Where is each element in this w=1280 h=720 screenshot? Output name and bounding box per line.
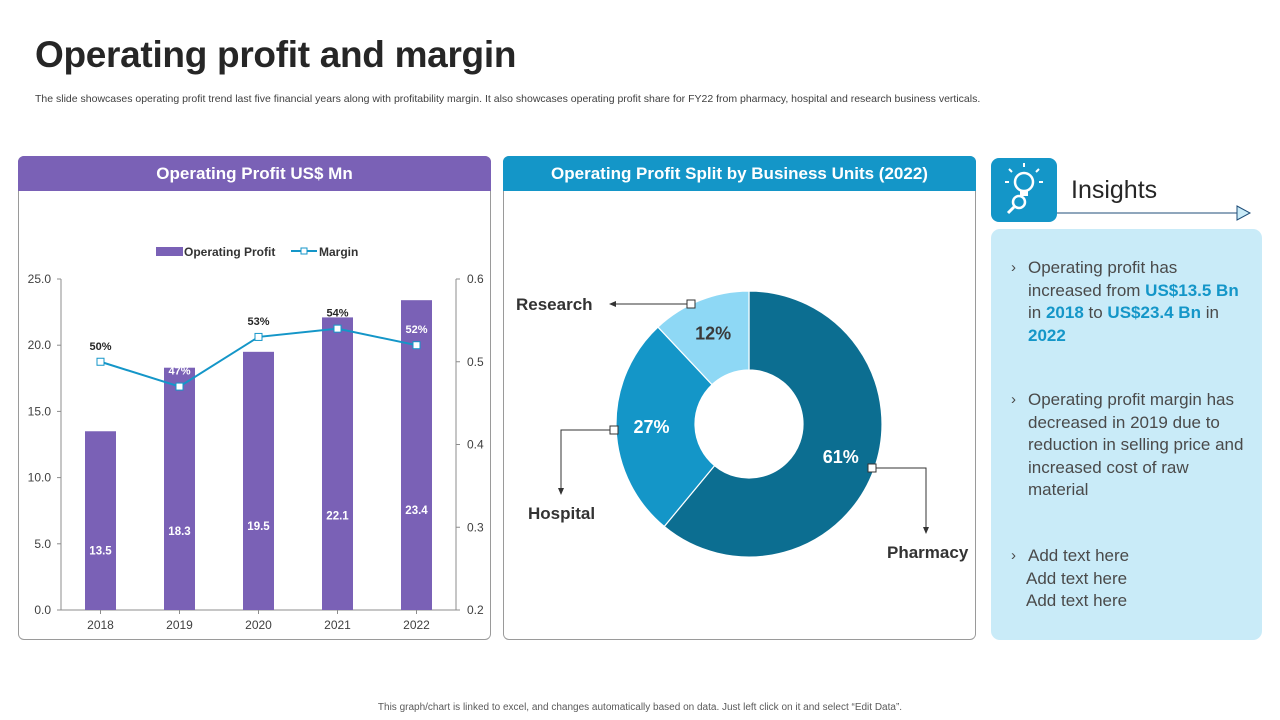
insights-icon-box bbox=[991, 158, 1057, 222]
legend-operating-profit: Operating Profit bbox=[184, 245, 275, 259]
callout-pharmacy-marker bbox=[867, 463, 877, 473]
insights-title: Insights bbox=[1071, 176, 1158, 204]
insights-panel: › Operating profit has increased from US… bbox=[991, 229, 1262, 640]
bar-value-label: 13.5 bbox=[89, 546, 112, 558]
bar-2019[interactable] bbox=[164, 367, 195, 610]
y2-tick-label: 0.3 bbox=[467, 520, 484, 534]
insight-text-3b: Add text here bbox=[1026, 568, 1128, 588]
insight-text-2: Operating profit margin has decreased in… bbox=[1028, 390, 1244, 499]
insight-text-3: Add text here bbox=[1028, 546, 1130, 565]
bar-value-label: 18.3 bbox=[168, 526, 190, 538]
bar-2022[interactable] bbox=[401, 300, 432, 610]
y2-tick-label: 0.6 bbox=[467, 272, 484, 286]
slice-label-pharmacy: 61% bbox=[823, 447, 859, 467]
insight-text-3c: Add text here bbox=[1026, 591, 1128, 610]
callout-research-arrow bbox=[609, 301, 616, 307]
x-tick-label: 2018 bbox=[87, 618, 114, 632]
page-title: Operating profit and margin bbox=[35, 34, 517, 75]
y-tick-label: 10.0 bbox=[28, 471, 52, 485]
callout-pharmacy-line bbox=[872, 467, 927, 528]
slice-label-hospital: 27% bbox=[634, 417, 670, 437]
y-tick-label: 15.0 bbox=[28, 404, 52, 418]
business-split-donut[interactable]: 61% 27% 12% Research Hospital Pharmacy bbox=[504, 157, 977, 641]
bar-2020[interactable] bbox=[243, 351, 274, 610]
callout-pharmacy-arrow bbox=[923, 527, 929, 534]
y-tick-label: 5.0 bbox=[34, 537, 51, 551]
legend-bar-swatch bbox=[156, 247, 183, 256]
callout-hospital-marker bbox=[609, 425, 619, 435]
chevron-right-icon: › bbox=[1011, 547, 1016, 564]
callout-research-marker bbox=[686, 299, 696, 309]
business-split-panel-title: Operating Profit Split by Business Units… bbox=[503, 156, 976, 191]
operating-profit-panel-title: Operating Profit US$ Mn bbox=[18, 156, 491, 191]
y2-tick-label: 0.5 bbox=[467, 355, 484, 369]
insight-item-3: › Add text here Add text here Add text h… bbox=[1011, 545, 1251, 613]
bar-2018[interactable] bbox=[85, 431, 116, 610]
bar-value-label: 22.1 bbox=[326, 510, 349, 522]
y2-tick-label: 0.4 bbox=[467, 438, 484, 452]
margin-label: 52% bbox=[405, 324, 427, 336]
operating-profit-panel: Operating Profit US$ Mn Operating Profit… bbox=[18, 156, 491, 640]
y-tick-label: 20.0 bbox=[28, 338, 52, 352]
insight-item-2: › Operating profit margin has decreased … bbox=[1011, 389, 1251, 502]
business-split-panel: Operating Profit Split by Business Units… bbox=[503, 156, 976, 640]
bar-value-label: 19.5 bbox=[247, 521, 270, 533]
slice-hospital[interactable] bbox=[615, 326, 716, 528]
chevron-right-icon: › bbox=[1011, 391, 1016, 408]
footnote: This graph/chart is linked to excel, and… bbox=[377, 702, 903, 713]
insights-underline-arrow bbox=[1057, 205, 1252, 221]
chevron-right-icon: › bbox=[1011, 259, 1016, 276]
margin-label: 53% bbox=[247, 316, 269, 328]
bar-2021[interactable] bbox=[322, 317, 353, 610]
y2-tick-label: 0.2 bbox=[467, 603, 484, 617]
callout-hospital-line bbox=[560, 429, 614, 489]
slice-research[interactable] bbox=[657, 290, 750, 386]
margin-point-2020[interactable] bbox=[254, 332, 263, 341]
y-tick-label: 25.0 bbox=[28, 272, 52, 286]
callout-hospital-arrow bbox=[558, 488, 564, 495]
x-tick-label: 2019 bbox=[166, 618, 193, 632]
legend-line-marker bbox=[300, 247, 308, 255]
x-tick-label: 2022 bbox=[403, 618, 430, 632]
margin-point-2022[interactable] bbox=[412, 341, 421, 350]
callout-pharmacy-label: Pharmacy bbox=[887, 543, 969, 562]
insight-text-1: Operating profit has increased from US$1… bbox=[1028, 258, 1239, 345]
x-tick-label: 2021 bbox=[324, 618, 351, 632]
margin-label: 47% bbox=[168, 366, 190, 378]
margin-point-2018[interactable] bbox=[96, 357, 105, 366]
margin-point-2021[interactable] bbox=[333, 324, 342, 333]
margin-label: 50% bbox=[89, 341, 111, 353]
callout-research-label: Research bbox=[516, 295, 593, 314]
operating-profit-chart[interactable]: Operating Profit Margin 0.0 5.0 10.0 15.0 20… bbox=[19, 157, 492, 641]
legend-margin: Margin bbox=[319, 245, 358, 259]
bar-value-label: 23.4 bbox=[405, 505, 428, 517]
margin-label: 54% bbox=[326, 308, 348, 320]
callout-hospital-label: Hospital bbox=[528, 504, 595, 523]
insight-item-1: › Operating profit has increased from US… bbox=[1011, 257, 1251, 347]
slice-label-research: 12% bbox=[695, 323, 731, 343]
slice-pharmacy[interactable] bbox=[663, 290, 883, 558]
page-subtitle: The slide showcases operating profit tre… bbox=[35, 93, 981, 105]
margin-point-2019[interactable] bbox=[175, 382, 184, 391]
y-tick-label: 0.0 bbox=[34, 603, 51, 617]
lightbulb-magnifier-icon bbox=[1005, 163, 1043, 215]
x-tick-label: 2020 bbox=[245, 618, 272, 632]
